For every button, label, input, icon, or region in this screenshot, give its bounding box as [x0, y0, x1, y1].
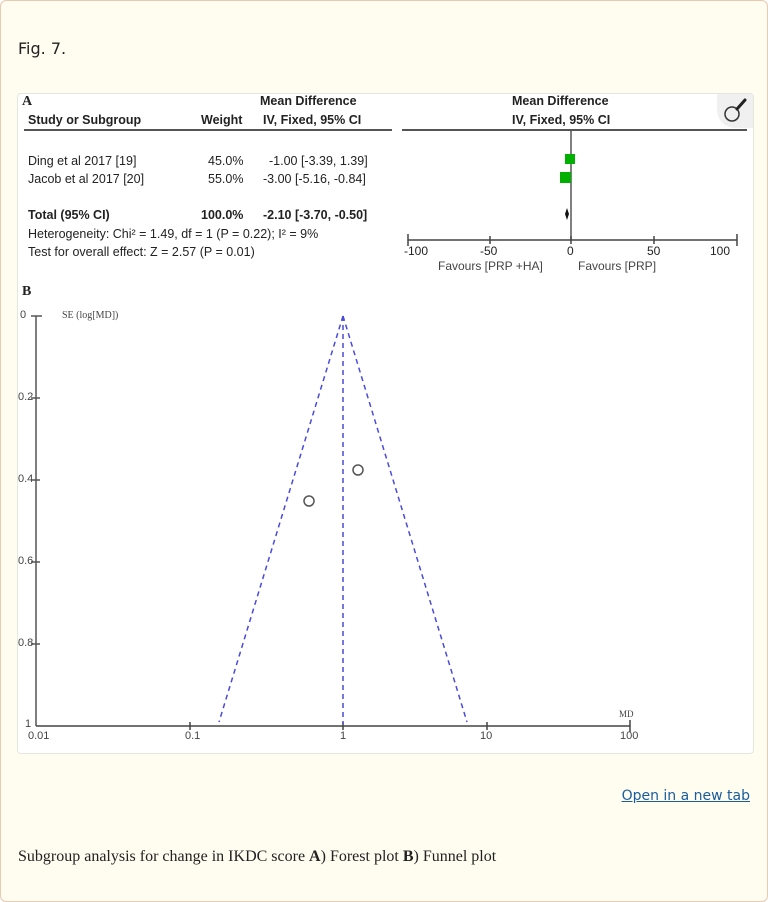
panel-a-label: A: [22, 94, 33, 109]
study-ci-1: -1.00 [-3.39, 1.39]: [269, 154, 368, 168]
funnel-point-2: [303, 495, 315, 507]
plot-header-sub: IV, Fixed, 95% CI: [512, 113, 611, 127]
funnel-xtick-01: 0.1: [185, 730, 201, 742]
header-rule-right: [402, 129, 747, 131]
funnel-ytick-04: 0.4: [18, 473, 34, 485]
total-diamond: [565, 208, 569, 220]
forest-tick-neg50: -50: [480, 244, 498, 258]
study-weight-1: 45.0%: [208, 154, 244, 168]
forest-tick-0: 0: [567, 244, 574, 258]
funnel-y-label: SE (log[MD]): [62, 310, 119, 321]
favours-left: Favours [PRP +HA]: [438, 259, 543, 273]
magnifier-icon: [724, 98, 747, 122]
forest-tick-neg100: -100: [404, 244, 429, 258]
funnel-ytick-06: 0.6: [18, 555, 34, 567]
study-name-2: Jacob et al 2017 [20]: [28, 172, 145, 186]
md-header-title: Mean Difference: [260, 94, 357, 108]
caption-text: ) Funnel plot: [413, 848, 497, 865]
funnel-ytick-02: 0.2: [18, 391, 34, 403]
study-square-2: [560, 172, 571, 183]
study-square-1: [565, 154, 575, 164]
total-ci: -2.10 [-3.70, -0.50]: [263, 208, 368, 222]
figure-label: Fig. 7.: [18, 39, 67, 58]
zoom-image-button[interactable]: [717, 94, 753, 128]
overall-effect-text: Test for overall effect: Z = 2.57 (P = 0…: [28, 245, 255, 259]
funnel-xtick-001: 0.01: [28, 730, 50, 742]
figure-image: A Mean Difference Study or Subgroup Weig…: [17, 93, 754, 754]
total-name: Total (95% CI): [28, 208, 110, 222]
funnel-x-label: MD: [619, 709, 634, 719]
study-weight-2: 55.0%: [208, 172, 244, 186]
md-header-sub: IV, Fixed, 95% CI: [263, 113, 362, 127]
forest-tick-50: 50: [647, 244, 661, 258]
funnel-ytick-1: 1: [25, 718, 32, 730]
funnel-xtick-10: 10: [480, 730, 493, 742]
funnel-point-1: [352, 464, 364, 476]
caption-a: A: [309, 848, 321, 865]
study-name-1: Ding et al 2017 [19]: [28, 154, 137, 168]
weight-header: Weight: [201, 113, 243, 127]
open-in-new-tab-link[interactable]: Open in a new tab: [621, 788, 750, 804]
caption-text: Subgroup analysis for change in IKDC sco…: [18, 848, 310, 865]
funnel-xtick-1: 1: [340, 730, 347, 742]
funnel-xtick-100: 100: [620, 730, 639, 742]
forest-tick-100: 100: [710, 244, 731, 258]
figure-caption: Subgroup analysis for change in IKDC sco…: [18, 848, 496, 866]
header-rule-left: [24, 129, 392, 131]
plot-header-title: Mean Difference: [512, 94, 609, 108]
forest-plot-graphic: [407, 130, 738, 246]
funnel-ytick-0: 0: [20, 309, 27, 321]
study-header: Study or Subgroup: [28, 113, 142, 127]
heterogeneity-text: Heterogeneity: Chi² = 1.49, df = 1 (P = …: [28, 227, 319, 241]
funnel-plot-graphic: [31, 315, 631, 732]
total-weight: 100.0%: [201, 208, 244, 222]
caption-text: ) Forest plot: [320, 848, 403, 865]
favours-right: Favours [PRP]: [578, 259, 657, 273]
study-ci-2: -3.00 [-5.16, -0.84]: [263, 172, 366, 186]
panel-b-label: B: [22, 284, 32, 299]
funnel-ytick-08: 0.8: [18, 637, 34, 649]
caption-b: B: [402, 848, 414, 865]
